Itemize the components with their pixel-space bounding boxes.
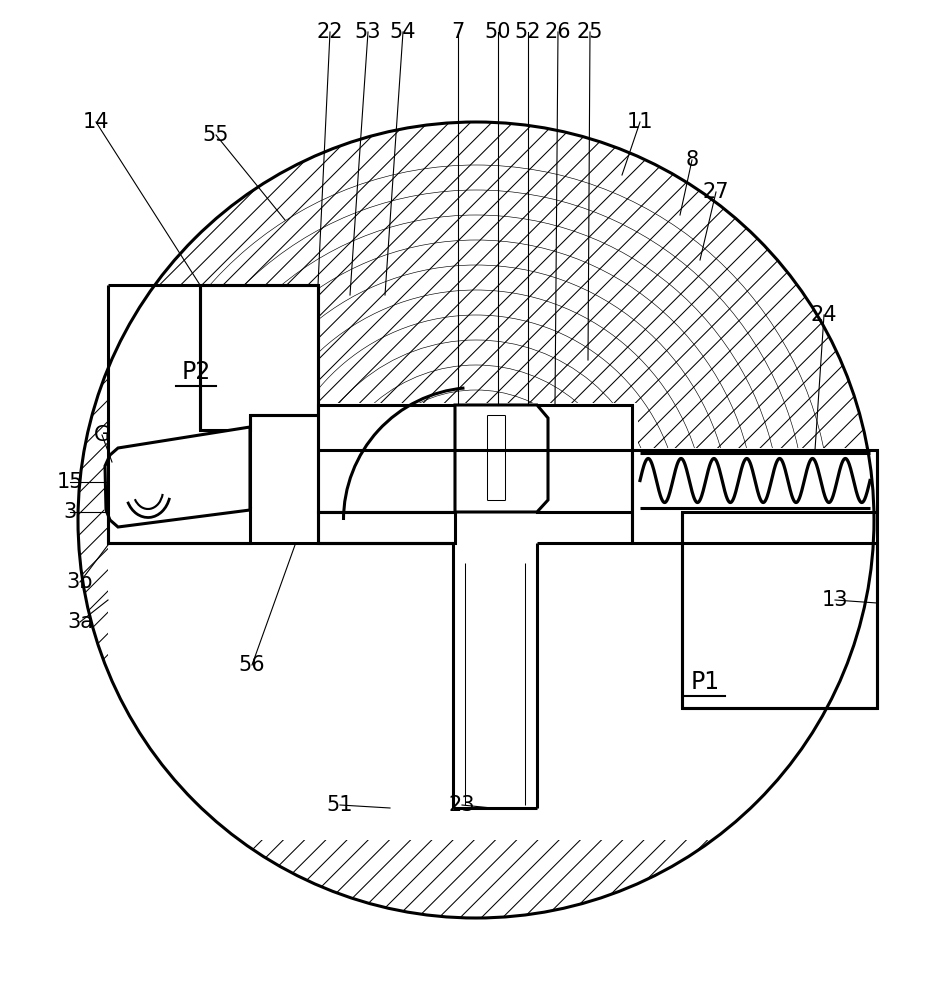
- Text: 3a: 3a: [67, 612, 93, 632]
- Text: 22: 22: [317, 22, 343, 42]
- Text: 14: 14: [83, 112, 109, 132]
- Text: G: G: [94, 425, 110, 445]
- Bar: [315, 403, 638, 560]
- Bar: [628, 448, 877, 708]
- Text: 13: 13: [822, 590, 848, 610]
- Bar: [108, 505, 638, 545]
- Text: 15: 15: [57, 472, 84, 492]
- Polygon shape: [105, 427, 250, 527]
- Text: 51: 51: [327, 795, 353, 815]
- Text: 3: 3: [64, 502, 77, 522]
- Polygon shape: [318, 405, 455, 512]
- Text: 24: 24: [811, 305, 837, 325]
- Text: 23: 23: [449, 795, 476, 815]
- Text: 53: 53: [355, 22, 381, 42]
- Polygon shape: [455, 405, 548, 512]
- Bar: [453, 500, 537, 812]
- Text: 3b: 3b: [67, 572, 93, 592]
- Bar: [108, 543, 877, 840]
- Polygon shape: [108, 508, 250, 543]
- Text: 7: 7: [452, 22, 465, 42]
- Text: 52: 52: [514, 22, 541, 42]
- Polygon shape: [632, 450, 877, 543]
- Text: 27: 27: [703, 182, 729, 202]
- Text: 11: 11: [627, 112, 653, 132]
- Bar: [108, 285, 318, 512]
- Text: 56: 56: [239, 655, 265, 675]
- Polygon shape: [104, 425, 250, 528]
- Text: 54: 54: [390, 22, 417, 42]
- Text: 26: 26: [545, 22, 572, 42]
- Polygon shape: [537, 405, 632, 512]
- Polygon shape: [682, 543, 877, 708]
- Polygon shape: [200, 285, 318, 430]
- Text: P1: P1: [690, 670, 720, 694]
- Text: 55: 55: [203, 125, 229, 145]
- Text: 25: 25: [576, 22, 603, 42]
- Text: 8: 8: [686, 150, 699, 170]
- Circle shape: [78, 122, 874, 918]
- Text: 50: 50: [485, 22, 512, 42]
- Text: P2: P2: [182, 360, 210, 384]
- Polygon shape: [318, 512, 455, 543]
